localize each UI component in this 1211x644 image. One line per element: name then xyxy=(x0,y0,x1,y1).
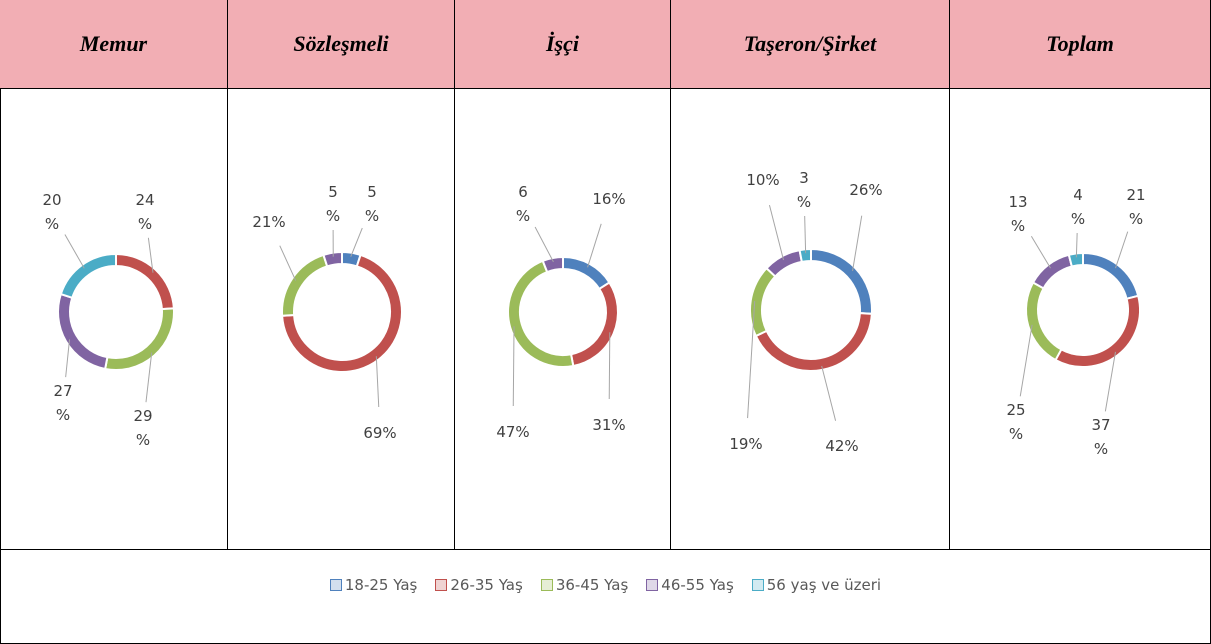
leader-line xyxy=(821,365,837,421)
data-label: 47% xyxy=(496,423,530,441)
leader-line xyxy=(852,215,863,272)
donut-segment xyxy=(103,307,175,371)
chart-cell xyxy=(671,88,950,550)
data-label: 24 % xyxy=(135,191,155,233)
legend-label: 26-35 Yaş xyxy=(450,576,523,594)
donut-segment xyxy=(765,248,803,278)
legend-item: 26-35 Yaş xyxy=(435,576,523,594)
donut-segment xyxy=(115,252,175,311)
data-label: 10% xyxy=(746,171,780,189)
data-label: 6 % xyxy=(515,183,531,225)
donut-segment xyxy=(57,292,109,371)
donut-segment xyxy=(1054,294,1141,368)
chart-cell xyxy=(228,88,455,550)
header-cell: Memur xyxy=(0,0,228,89)
legend-label: 56 yaş ve üzeri xyxy=(766,576,882,594)
legend-item: 18-25 Yaş xyxy=(329,576,418,594)
chart-cell xyxy=(0,88,228,550)
leader-line xyxy=(1075,232,1078,258)
leader-line xyxy=(350,227,363,257)
data-label: 69% xyxy=(363,424,397,442)
donut-segment xyxy=(1082,251,1140,301)
leader-line xyxy=(65,339,71,378)
data-label: 31% xyxy=(592,416,626,434)
legend-item: 46-55 Yaş xyxy=(646,576,734,594)
data-label: 26% xyxy=(849,181,883,199)
legend-item: 36-45 Yaş xyxy=(540,576,629,594)
header-cell: İşçi xyxy=(455,0,671,89)
donut-segment xyxy=(754,312,873,372)
leader-line xyxy=(1115,231,1129,269)
leader-line xyxy=(608,332,611,400)
data-label: 25 % xyxy=(1006,401,1026,443)
leader-line xyxy=(375,356,380,408)
header-cell: Taşeron/Şirket xyxy=(671,0,950,89)
data-label: 21 % xyxy=(1126,186,1146,228)
leader-line xyxy=(64,234,85,269)
data-label: 4 % xyxy=(1070,186,1086,228)
header-cell: Toplam xyxy=(950,0,1211,89)
donut-segment xyxy=(798,247,812,264)
legend-label: 46-55 Yaş xyxy=(661,576,734,594)
donut-segment xyxy=(569,281,619,368)
data-label: 3 % xyxy=(796,169,812,211)
leader-line xyxy=(1030,236,1051,269)
leader-line xyxy=(1019,324,1033,397)
donut-segment xyxy=(1067,251,1084,268)
leader-line xyxy=(512,326,515,407)
legend: 18-25 Yaş 26-35 Yaş 36-45 Yaş 46-55 Yaş 56 y… xyxy=(0,576,1211,594)
data-label: 13 % xyxy=(1008,193,1028,235)
legend-swatch xyxy=(435,579,448,591)
data-label: 21% xyxy=(252,213,286,231)
leader-line xyxy=(804,215,807,254)
donut-segment xyxy=(1031,253,1074,290)
donut-segment xyxy=(541,255,564,274)
legend-label: 18-25 Yaş xyxy=(344,576,418,594)
legend-swatch xyxy=(540,579,553,591)
donut-segment xyxy=(810,247,873,315)
data-label: 20 % xyxy=(42,191,62,233)
donut-segment xyxy=(281,253,329,317)
donut-segment xyxy=(59,252,117,300)
leader-line xyxy=(768,205,785,261)
data-label: 5 % xyxy=(325,183,341,225)
legend-swatch xyxy=(329,579,342,591)
legend-item: 56 yaş ve üzeri xyxy=(751,576,882,594)
donut-segment xyxy=(1025,281,1063,362)
header-cell: Sözleşmeli xyxy=(228,0,455,89)
leader-line xyxy=(587,223,602,268)
data-label: 42% xyxy=(825,437,859,455)
chart-cell xyxy=(455,88,671,550)
leader-line xyxy=(1104,351,1116,412)
data-label: 29 % xyxy=(133,407,153,449)
leader-line xyxy=(279,245,297,281)
leader-line xyxy=(534,226,554,263)
legend-swatch xyxy=(646,579,659,591)
data-label: 37 % xyxy=(1091,416,1111,458)
legend-swatch xyxy=(751,579,764,591)
data-label: 16% xyxy=(592,190,626,208)
data-label: 27 % xyxy=(53,382,73,424)
donut-segment xyxy=(507,259,575,368)
leader-line xyxy=(747,301,756,419)
leader-line xyxy=(145,352,153,403)
data-label: 5 % xyxy=(364,183,380,225)
legend-label: 36-45 Yaş xyxy=(555,576,629,594)
leader-line xyxy=(147,237,154,273)
donut-segment xyxy=(749,266,777,338)
donut-segment xyxy=(562,255,611,291)
data-label: 19% xyxy=(729,435,763,453)
